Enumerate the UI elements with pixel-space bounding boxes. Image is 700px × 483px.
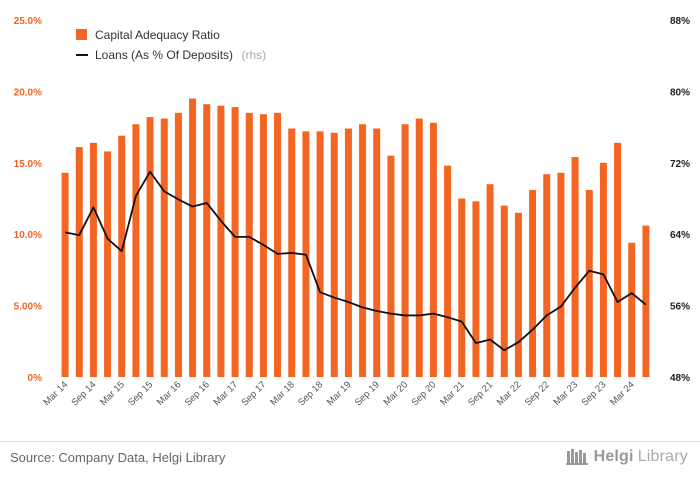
y-right-tick-label: 88%: [670, 16, 690, 27]
bar: [217, 105, 225, 378]
bar: [330, 132, 338, 377]
x-tick-label: Mar 19: [325, 379, 354, 408]
bar: [245, 112, 253, 377]
footer-source: Source: Company Data, Helgi Library: [10, 450, 226, 465]
y-left-tick-label: 25.0%: [14, 16, 42, 27]
bar: [429, 122, 437, 377]
bar: [543, 174, 551, 377]
legend: Capital Adequacy Ratio Loans (As % Of De…: [76, 28, 266, 63]
y-axis-right: 48% 56% 64% 72% 80% 88%: [670, 16, 690, 384]
y-left-tick-label: 0%: [28, 373, 43, 384]
bar: [359, 124, 367, 378]
y-left-tick-label: 10.0%: [14, 230, 42, 241]
legend-line-text: Loans (As % Of Deposits) (rhs): [95, 46, 266, 63]
bar: [89, 142, 97, 377]
bar: [174, 112, 182, 377]
bar: [599, 162, 607, 377]
logo-library: Library: [637, 448, 688, 465]
bar: [458, 198, 466, 377]
x-tick-label: Mar 18: [268, 379, 297, 408]
bar: [104, 151, 112, 377]
legend-bar-label: Capital Adequacy Ratio: [95, 28, 220, 42]
bar: [160, 118, 168, 377]
bar: [203, 104, 211, 377]
y-left-tick-label: 20.0%: [14, 87, 42, 98]
x-tick-label: Sep 16: [183, 379, 212, 408]
x-tick-label: Mar 23: [552, 379, 581, 408]
y-left-tick-label: 5.00%: [14, 302, 42, 313]
y-left-tick-label: 15.0%: [14, 159, 42, 170]
x-tick-label: Mar 17: [212, 379, 241, 408]
y-right-tick-label: 80%: [670, 87, 690, 98]
bar: [529, 189, 537, 377]
y-right-tick-label: 72%: [670, 159, 690, 170]
bar: [274, 112, 282, 377]
x-tick-label: Sep 19: [353, 379, 382, 408]
legend-bar-swatch: [76, 29, 87, 40]
x-tick-label: Sep 20: [409, 379, 438, 408]
x-axis: Mar 14 Sep 14 Mar 15 Sep 15 Mar 16 Sep 16 Mar …: [42, 379, 637, 408]
bar: [189, 98, 197, 377]
y-right-tick-label: 64%: [670, 230, 690, 241]
bar: [500, 205, 508, 377]
x-tick-label: Sep 23: [579, 379, 608, 408]
legend-line-suffix: (rhs): [242, 48, 267, 62]
x-tick-label: Sep 22: [523, 379, 552, 408]
bar: [316, 131, 324, 377]
bar: [401, 124, 409, 378]
bar: [557, 172, 565, 377]
y-right-tick-label: 48%: [670, 373, 690, 384]
bar: [344, 128, 352, 377]
bar: [444, 165, 452, 377]
line-path: [64, 170, 647, 352]
x-tick-label: Sep 17: [239, 379, 268, 408]
x-tick-label: Sep 14: [69, 379, 98, 408]
logo-helgi: Helgi: [593, 448, 634, 465]
y-right-tick-label: 56%: [670, 302, 690, 313]
x-tick-label: Mar 24: [608, 379, 637, 408]
x-tick-label: Mar 15: [98, 379, 127, 408]
bar: [387, 155, 395, 377]
bar: [628, 242, 636, 377]
bar-series: [61, 98, 650, 378]
helgi-library-logo: Helgi Library: [565, 448, 688, 466]
chart: 0% 5.00% 10.0% 15.0% 20.0% 25.0% 48% 56% 64% 72%…: [14, 16, 690, 408]
footer-divider: [0, 441, 700, 442]
library-icon: [565, 449, 588, 465]
bar: [585, 189, 593, 377]
x-tick-label: Mar 16: [155, 379, 184, 408]
bar: [118, 135, 126, 377]
x-tick-label: Sep 21: [466, 379, 495, 408]
bar: [146, 117, 154, 377]
x-tick-label: Mar 14: [42, 379, 71, 408]
bar: [642, 225, 650, 377]
bar: [614, 142, 622, 377]
x-tick-label: Sep 15: [126, 379, 155, 408]
bar: [75, 147, 83, 377]
bar: [61, 172, 69, 377]
bar: [373, 128, 381, 377]
bar: [132, 124, 140, 378]
bar: [415, 118, 423, 377]
x-tick-label: Mar 21: [438, 379, 467, 408]
line-series: [64, 170, 647, 352]
bar: [231, 107, 239, 378]
bar: [486, 184, 494, 377]
legend-line-label: Loans (As % Of Deposits): [95, 48, 233, 62]
bar: [514, 212, 522, 377]
y-axis-left: 0% 5.00% 10.0% 15.0% 20.0% 25.0%: [14, 16, 42, 384]
bar: [571, 157, 579, 377]
x-tick-label: Mar 22: [495, 379, 524, 408]
bar: [472, 201, 480, 377]
x-tick-label: Sep 18: [296, 379, 325, 408]
x-tick-label: Mar 20: [382, 379, 411, 408]
